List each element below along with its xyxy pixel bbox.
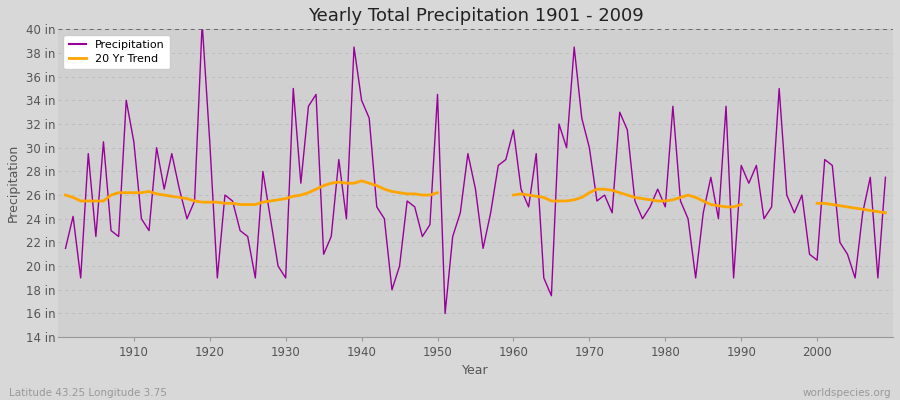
X-axis label: Year: Year	[463, 364, 489, 377]
Legend: Precipitation, 20 Yr Trend: Precipitation, 20 Yr Trend	[64, 35, 170, 69]
Title: Yearly Total Precipitation 1901 - 2009: Yearly Total Precipitation 1901 - 2009	[308, 7, 644, 25]
Text: Latitude 43.25 Longitude 3.75: Latitude 43.25 Longitude 3.75	[9, 388, 166, 398]
Y-axis label: Precipitation: Precipitation	[7, 144, 20, 222]
Text: worldspecies.org: worldspecies.org	[803, 388, 891, 398]
